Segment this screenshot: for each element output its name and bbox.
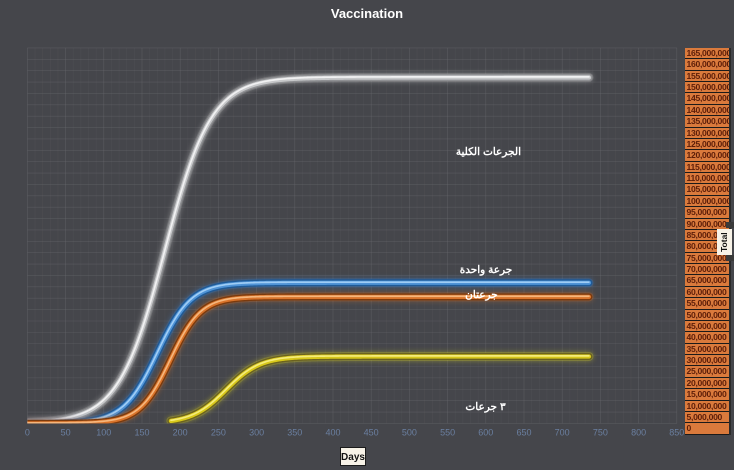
- svg-text:700: 700: [555, 427, 570, 437]
- svg-text:850: 850: [669, 427, 684, 437]
- svg-text:650: 650: [516, 427, 531, 437]
- svg-text:350: 350: [287, 427, 302, 437]
- svg-text:500: 500: [402, 427, 417, 437]
- svg-text:250: 250: [211, 427, 226, 437]
- svg-text:50: 50: [61, 427, 71, 437]
- svg-text:400: 400: [325, 427, 340, 437]
- svg-text:300: 300: [249, 427, 264, 437]
- svg-text:100: 100: [96, 427, 111, 437]
- svg-text:0: 0: [25, 427, 30, 437]
- svg-text:550: 550: [440, 427, 455, 437]
- svg-text:200: 200: [173, 427, 188, 437]
- svg-text:750: 750: [593, 427, 608, 437]
- svg-text:800: 800: [631, 427, 646, 437]
- svg-text:150: 150: [134, 427, 149, 437]
- svg-text:600: 600: [478, 427, 493, 437]
- svg-text:450: 450: [364, 427, 379, 437]
